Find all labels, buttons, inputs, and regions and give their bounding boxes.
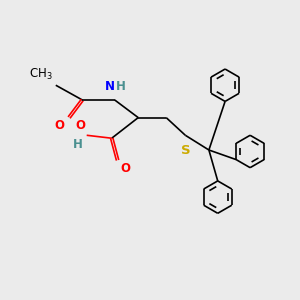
Text: S: S bbox=[181, 143, 190, 157]
Text: H: H bbox=[72, 138, 82, 151]
Text: O: O bbox=[75, 119, 85, 132]
Text: O: O bbox=[55, 119, 64, 132]
Text: H: H bbox=[116, 80, 126, 93]
Text: N: N bbox=[105, 80, 115, 93]
Text: CH$_3$: CH$_3$ bbox=[29, 67, 53, 82]
Text: O: O bbox=[121, 162, 130, 175]
